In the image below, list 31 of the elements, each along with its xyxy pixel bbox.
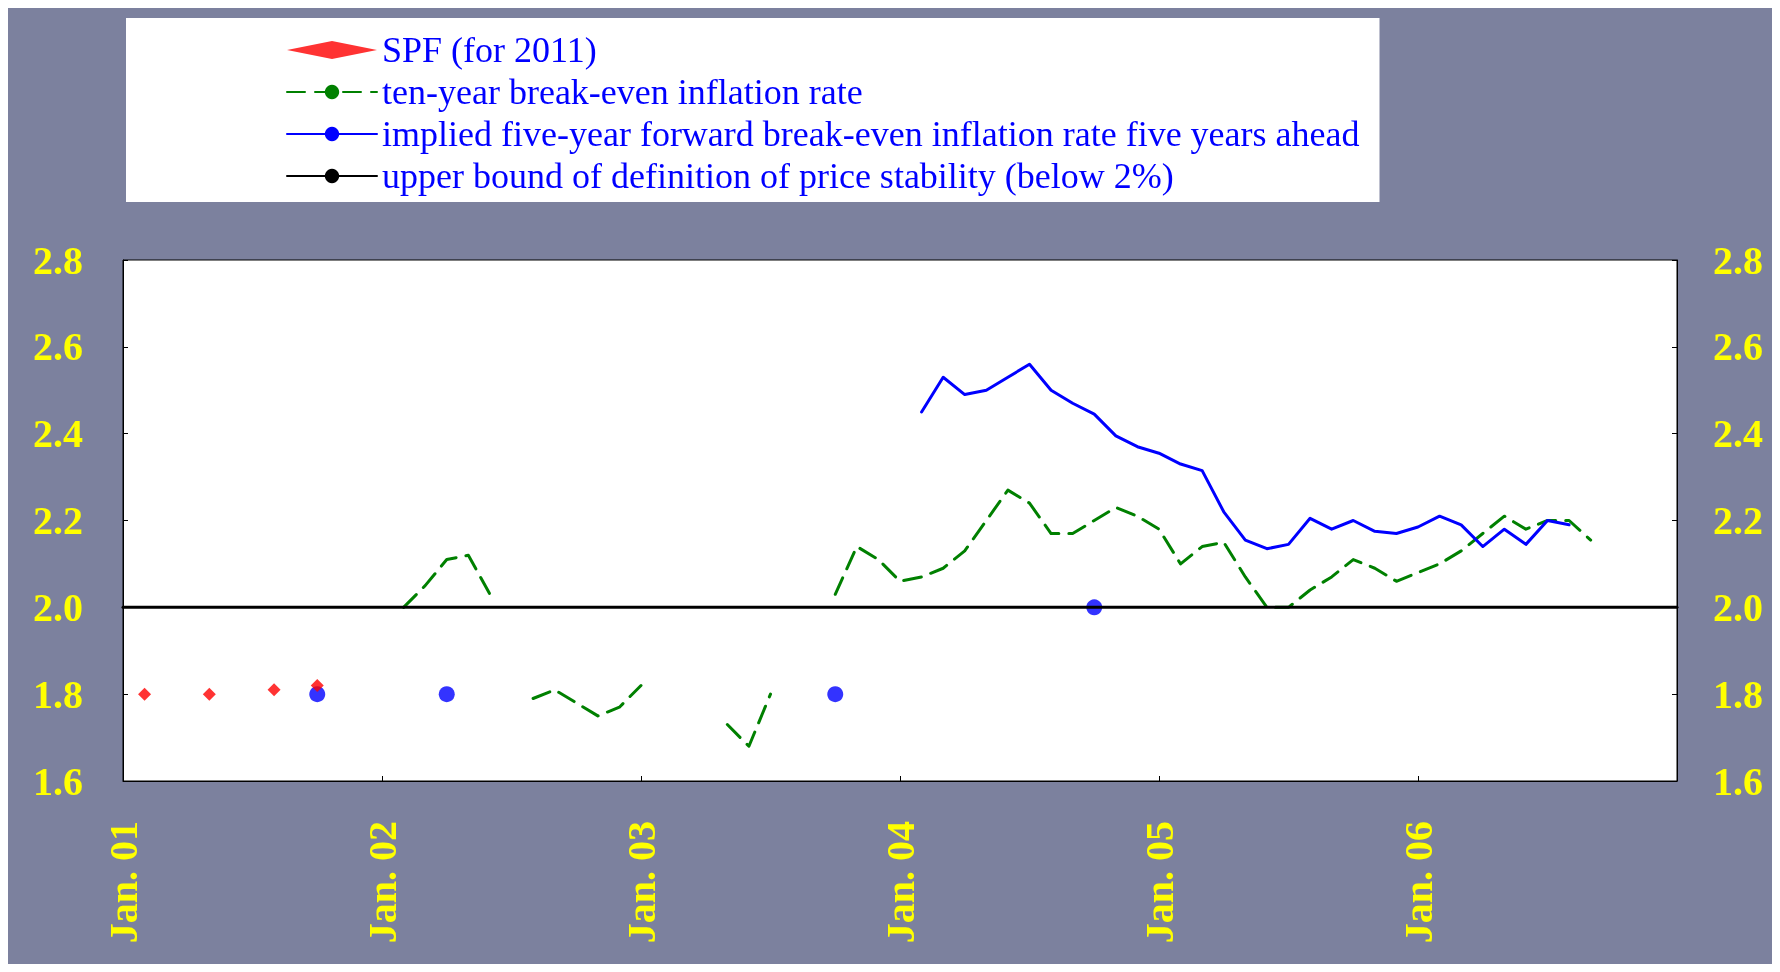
y-tick-label: 2.4 (33, 411, 83, 457)
y-tick-label: 2.6 (33, 324, 83, 370)
point (438, 686, 455, 703)
point (267, 683, 281, 697)
line-series (920, 362, 1571, 551)
x-tick-label: Jan. 02 (359, 821, 405, 944)
x-tick-label: Jan. 01 (100, 821, 146, 944)
y2-tick-label: 2.4 (1713, 411, 1763, 457)
legend-label: ten-year break-even inflation rate (382, 72, 863, 112)
y2-tick-label: 2.0 (1713, 584, 1763, 630)
y2-tick-label: 2.2 (1713, 498, 1763, 543)
legend-label: SPF (for 2011) (382, 30, 597, 70)
legend-label: implied five-year forward break-even inflation rate five years ahead (382, 114, 1360, 154)
x-tick-label: Jan. 04 (877, 821, 923, 944)
point (138, 687, 152, 701)
y2-tick-label: 1.6 (1713, 758, 1763, 804)
y-tick-label: 2.8 (33, 237, 83, 283)
y-tick-label: 1.8 (33, 671, 83, 717)
y2-tick-label: 1.8 (1713, 671, 1763, 717)
point (310, 678, 324, 692)
y2-tick-label: 2.6 (1713, 324, 1763, 370)
y2-tick-label: 2.8 (1713, 237, 1763, 283)
y-tick-label: 1.6 (33, 758, 83, 804)
x-tick-label: Jan. 06 (1395, 821, 1441, 944)
y-tick-label: 2.0 (33, 584, 83, 630)
point (827, 686, 844, 703)
legend-label: upper bound of definition of price stability (below 2%) (382, 156, 1174, 196)
x-tick-label: Jan. 05 (1136, 821, 1182, 944)
y-tick-label: 2.2 (33, 498, 83, 543)
x-tick-label: Jan. 03 (618, 821, 664, 944)
point (202, 687, 216, 701)
